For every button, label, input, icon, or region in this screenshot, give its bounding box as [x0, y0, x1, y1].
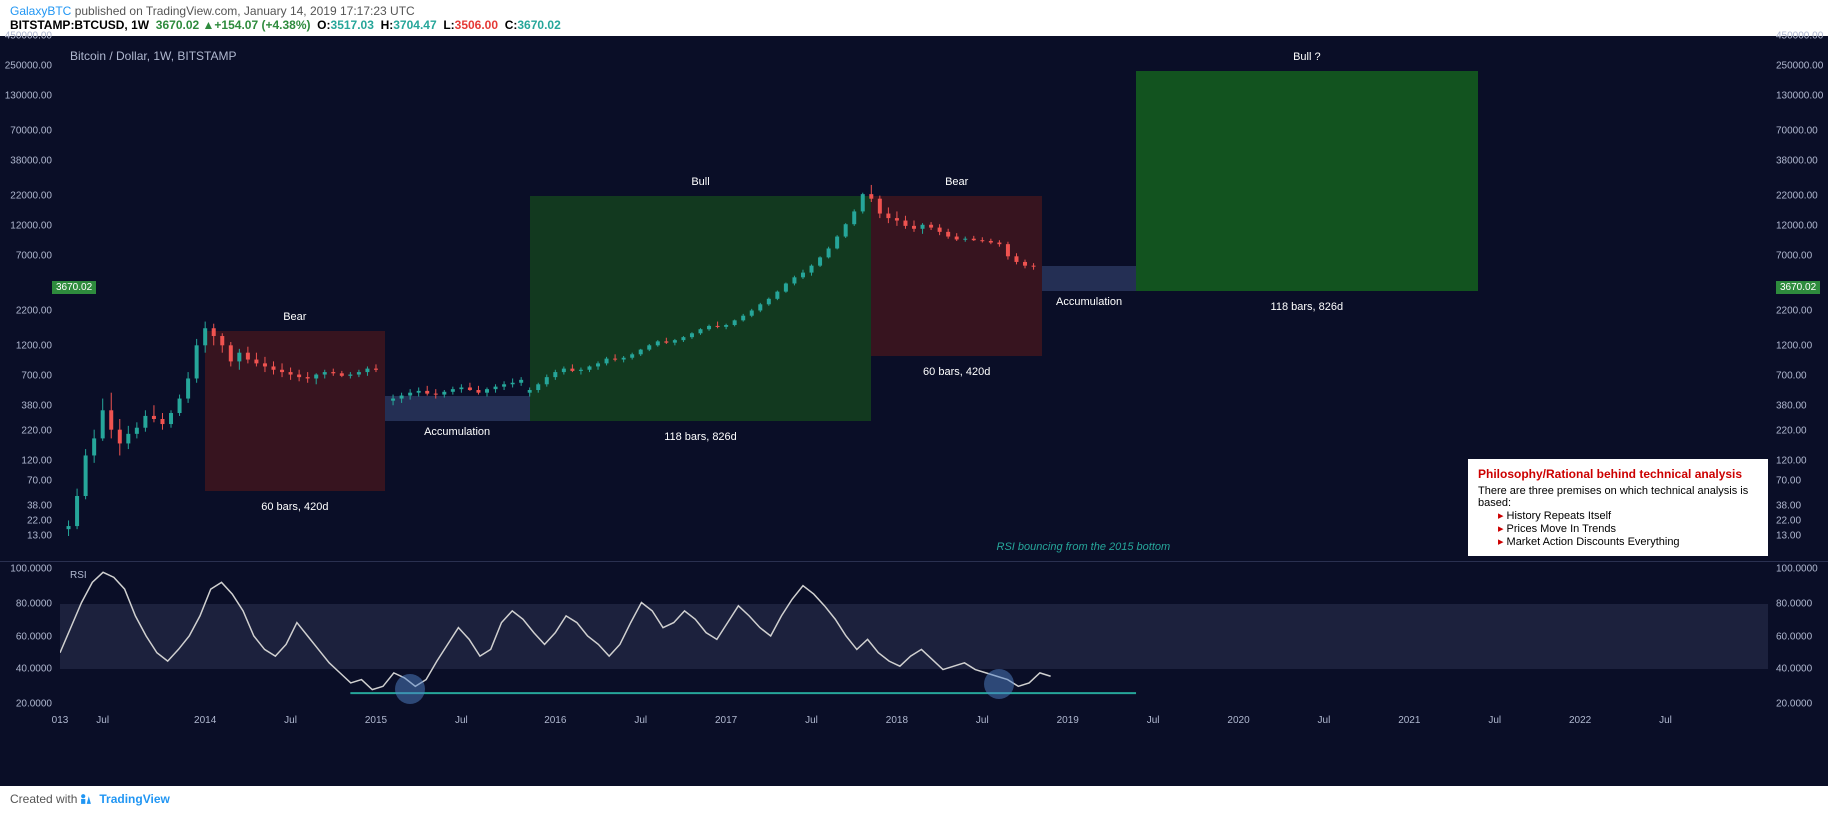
y-tick: 380.00 — [0, 401, 55, 412]
x-tick: 2015 — [365, 715, 387, 726]
y-tick: 38000.00 — [1773, 156, 1828, 167]
rsi-y-tick: 20.0000 — [0, 698, 55, 709]
rsi-y-axis-left: 100.0000 80.0000 60.0000 40.0000 20.0000 — [0, 562, 60, 711]
change: +154.07 (+4.38%) — [214, 18, 310, 32]
author-name[interactable]: GalaxyBTC — [10, 4, 71, 18]
rsi-y-tick: 100.0000 — [1773, 564, 1828, 575]
rsi-y-tick: 100.0000 — [0, 564, 55, 575]
y-tick: 7000.00 — [1773, 251, 1828, 262]
price-chart[interactable]: 450000.00250000.00130000.0070000.0038000… — [0, 36, 1828, 536]
y-tick: 7000.00 — [0, 251, 55, 262]
y-axis-left: 450000.00250000.00130000.0070000.0038000… — [0, 36, 60, 536]
y-tick: 700.00 — [0, 371, 55, 382]
info-box-title: Philosophy/Rational behind technical ana… — [1478, 467, 1758, 481]
y-tick: 2200.00 — [1773, 306, 1828, 317]
y-tick: 450000.00 — [0, 31, 55, 42]
y-tick: 70000.00 — [0, 126, 55, 137]
x-tick: 2020 — [1227, 715, 1249, 726]
y-tick: 12000.00 — [1773, 221, 1828, 232]
y-tick: 1200.00 — [0, 341, 55, 352]
rsi-svg — [60, 562, 1768, 711]
x-tick: Jul — [284, 715, 297, 726]
rsi-y-tick: 20.0000 — [1773, 698, 1828, 709]
ohlc-open: 3517.03 — [331, 18, 374, 32]
y-tick: 38.00 — [1773, 501, 1828, 512]
y-tick: 220.00 — [0, 426, 55, 437]
rsi-chart[interactable]: 100.0000 80.0000 60.0000 40.0000 20.0000 100… — [0, 561, 1828, 711]
y-tick: 70.00 — [0, 476, 55, 487]
y-tick: 12000.00 — [0, 221, 55, 232]
x-tick: 2017 — [715, 715, 737, 726]
rsi-note: RSI bouncing from the 2015 bottom — [997, 541, 1171, 553]
up-arrow-icon: ▲ — [203, 18, 215, 32]
x-tick: Jul — [1318, 715, 1331, 726]
ohlc-high: 3704.47 — [393, 18, 436, 32]
y-tick: 1200.00 — [1773, 341, 1828, 352]
tradingview-link[interactable]: TradingView — [99, 792, 169, 806]
y-tick: 38.00 — [0, 501, 55, 512]
price-plot-area: Bitcoin / Dollar, 1W, BITSTAMP Bear60 ba… — [60, 36, 1768, 536]
info-bullet: ▸Prices Move In Trends — [1498, 522, 1758, 535]
rsi-y-tick: 60.0000 — [0, 631, 55, 642]
rsi-highlight-circle — [395, 674, 425, 704]
y-tick: 70000.00 — [1773, 126, 1828, 137]
x-tick: Jul — [455, 715, 468, 726]
x-tick: 013 — [52, 715, 69, 726]
rsi-y-tick: 40.0000 — [1773, 664, 1828, 675]
y-tick: 250000.00 — [0, 61, 55, 72]
y-tick: 250000.00 — [1773, 61, 1828, 72]
y-tick: 450000.00 — [1773, 31, 1828, 42]
chart-container: 450000.00250000.00130000.0070000.0038000… — [0, 36, 1828, 786]
y-tick: 22.00 — [1773, 516, 1828, 527]
y-tick: 700.00 — [1773, 371, 1828, 382]
y-tick: 2200.00 — [0, 306, 55, 317]
header: GalaxyBTC published on TradingView.com, … — [0, 0, 1828, 36]
x-tick: 2021 — [1398, 715, 1420, 726]
y-tick: 120.00 — [0, 456, 55, 467]
rsi-plot-area: RSI — [60, 562, 1768, 711]
symbol-line: BITSTAMP:BTCUSD, 1W 3670.02 ▲+154.07 (+4… — [10, 18, 1818, 32]
publish-info: GalaxyBTC published on TradingView.com, … — [10, 4, 1818, 18]
x-tick: 2019 — [1057, 715, 1079, 726]
rsi-y-tick: 60.0000 — [1773, 631, 1828, 642]
y-tick: 130000.00 — [0, 91, 55, 102]
y-tick: 38000.00 — [0, 156, 55, 167]
ohlc-close: 3670.02 — [517, 18, 560, 32]
rsi-y-tick: 80.0000 — [1773, 598, 1828, 609]
y-tick: 220.00 — [1773, 426, 1828, 437]
price-tag: 3670.02 — [1776, 281, 1820, 294]
y-axis-right: 450000.00250000.00130000.0070000.0038000… — [1768, 36, 1828, 536]
info-box-intro: There are three premises on which techni… — [1478, 485, 1758, 509]
x-tick: 2022 — [1569, 715, 1591, 726]
y-tick: 22000.00 — [0, 191, 55, 202]
rsi-highlight-circle — [984, 669, 1014, 699]
info-bullet: ▸History Repeats Itself — [1498, 509, 1758, 522]
x-tick: Jul — [1659, 715, 1672, 726]
x-tick: Jul — [805, 715, 818, 726]
rsi-y-tick: 40.0000 — [0, 664, 55, 675]
x-tick: 2016 — [544, 715, 566, 726]
ohlc-low: 3506.00 — [455, 18, 498, 32]
footer: Created with TradingView — [0, 786, 1828, 812]
y-tick: 22.00 — [0, 516, 55, 527]
x-tick: Jul — [96, 715, 109, 726]
rsi-y-axis-right: 100.0000 80.0000 60.0000 40.0000 20.0000 — [1768, 562, 1828, 711]
y-tick: 380.00 — [1773, 401, 1828, 412]
x-tick: 2018 — [886, 715, 908, 726]
x-tick: Jul — [1488, 715, 1501, 726]
y-tick: 120.00 — [1773, 456, 1828, 467]
y-tick: 130000.00 — [1773, 91, 1828, 102]
x-tick: Jul — [1147, 715, 1160, 726]
tradingview-icon — [79, 792, 93, 806]
y-tick: 22000.00 — [1773, 191, 1828, 202]
x-tick: Jul — [634, 715, 647, 726]
x-tick: 2014 — [194, 715, 216, 726]
rsi-y-tick: 80.0000 — [0, 598, 55, 609]
y-tick: 70.00 — [1773, 476, 1828, 487]
time-axis: 013 Jul 2014 Jul 2015 Jul 2016 Jul 2017 Jul 2018 Ju… — [0, 711, 1828, 736]
x-tick: Jul — [976, 715, 989, 726]
last-price: 3670.02 — [152, 18, 199, 32]
